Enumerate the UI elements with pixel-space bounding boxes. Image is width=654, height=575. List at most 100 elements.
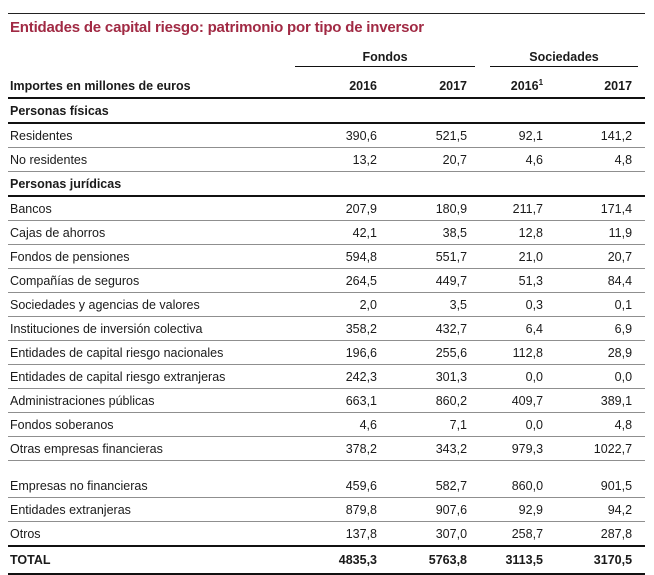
row-value: 1022,7 — [556, 436, 646, 461]
row-value: 307,0 — [390, 521, 481, 547]
table-row: Sociedades y agencias de valores 2,0 3,5 0,… — [8, 292, 646, 317]
row-value: 13,2 — [295, 147, 390, 172]
row-value: 409,7 — [480, 388, 557, 413]
table-row: Otras empresas financieras 378,2 343,2 979,… — [8, 436, 646, 461]
row-value: 242,3 — [295, 364, 390, 389]
row-value: 42,1 — [295, 220, 390, 245]
row-value: 141,2 — [556, 123, 646, 148]
row-value: 180,9 — [390, 196, 481, 221]
row-value: 3,5 — [390, 292, 481, 317]
report-page: Entidades de capital riesgo: patrimonio … — [0, 13, 654, 575]
row-value: 51,3 — [480, 268, 557, 293]
row-value: 390,6 — [295, 123, 390, 148]
row-label: Entidades de capital riesgo nacionales — [8, 340, 295, 365]
row-value: 264,5 — [295, 268, 390, 293]
row-value: 663,1 — [295, 388, 390, 413]
row-label: Compañías de seguros — [8, 268, 295, 293]
row-label: TOTAL — [8, 545, 295, 575]
row-value: 0,1 — [556, 292, 646, 317]
section-row: Personas jurídicas — [8, 171, 646, 197]
table-row: Entidades extranjeras 879,8 907,6 92,9 94,2 — [8, 497, 646, 522]
row-value: 12,8 — [480, 220, 557, 245]
row-value: 6,9 — [556, 316, 646, 341]
row-value: 0,0 — [556, 364, 646, 389]
table-row: Entidades de capital riesgo nacionales 19… — [8, 340, 646, 365]
table-row: Empresas no financieras 459,6 582,7 860,0 90… — [8, 474, 646, 498]
row-value — [390, 171, 481, 197]
row-value: 4,8 — [556, 147, 646, 172]
table-row: Otros 137,8 307,0 258,7 287,8 — [8, 521, 646, 547]
row-value: 0,3 — [480, 292, 557, 317]
table-body: Personas físicas Residentes 390,6 521,5 92,1… — [8, 98, 646, 575]
table-row: Instituciones de inversión colectiva 358,… — [8, 316, 646, 341]
group-fondos: Fondos — [295, 46, 480, 69]
row-value: 343,2 — [390, 436, 481, 461]
group-sociedades: Sociedades — [480, 46, 645, 69]
row-value: 4,8 — [556, 412, 646, 437]
row-label: Bancos — [8, 196, 295, 221]
row-label: Instituciones de inversión colectiva — [8, 316, 295, 341]
table-row: Fondos soberanos 4,6 7,1 0,0 4,8 — [8, 412, 646, 437]
row-value — [556, 171, 646, 197]
row-gap — [8, 461, 645, 475]
row-label: Entidades extranjeras — [8, 497, 295, 522]
year-header-sociedades-2017: 2017 — [556, 69, 646, 99]
row-label: Personas físicas — [8, 98, 295, 124]
year-footnote-mark: 1 — [538, 77, 544, 87]
row-value: 38,5 — [390, 220, 481, 245]
row-value: 21,0 — [480, 244, 557, 269]
table-row: Bancos 207,9 180,9 211,7 171,4 — [8, 196, 646, 221]
row-value: 207,9 — [295, 196, 390, 221]
row-value: 979,3 — [480, 436, 557, 461]
row-value: 28,9 — [556, 340, 646, 365]
row-value: 358,2 — [295, 316, 390, 341]
row-value: 84,4 — [556, 268, 646, 293]
gap-row — [8, 461, 645, 475]
row-label: Personas jurídicas — [8, 171, 295, 197]
table-row: Fondos de pensiones 594,8 551,7 21,0 20,7 — [8, 244, 646, 269]
row-value: 521,5 — [390, 123, 481, 148]
row-label: Fondos de pensiones — [8, 244, 295, 269]
row-label: Administraciones públicas — [8, 388, 295, 413]
row-value: 4835,3 — [295, 545, 390, 575]
row-label: Otras empresas financieras — [8, 436, 295, 461]
row-value — [480, 171, 557, 197]
year-header-fondos-2016: 2016 — [295, 69, 390, 99]
row-value: 594,8 — [295, 244, 390, 269]
table-row: Entidades de capital riesgo extranjeras 2… — [8, 364, 646, 389]
row-value: 551,7 — [390, 244, 481, 269]
row-label: Cajas de ahorros — [8, 220, 295, 245]
page-title: Entidades de capital riesgo: patrimonio … — [10, 19, 424, 36]
year-text: 2016 — [510, 79, 539, 93]
row-value: 860,2 — [390, 388, 481, 413]
row-value: 20,7 — [390, 147, 481, 172]
row-value: 879,8 — [295, 497, 390, 522]
year-header-fondos-2017: 2017 — [390, 69, 481, 99]
row-label: Entidades de capital riesgo extranjeras — [8, 364, 295, 389]
row-value: 4,6 — [295, 412, 390, 437]
row-label: Residentes — [8, 123, 295, 148]
row-value: 137,8 — [295, 521, 390, 547]
row-value: 0,0 — [480, 364, 557, 389]
row-value: 301,3 — [390, 364, 481, 389]
row-value: 92,9 — [480, 497, 557, 522]
group-fondos-label: Fondos — [295, 50, 476, 67]
top-divider — [8, 13, 645, 14]
total-row: TOTAL 4835,3 5763,8 3113,5 3170,5 — [8, 545, 646, 575]
table-row: Cajas de ahorros 42,1 38,5 12,8 11,9 — [8, 220, 646, 245]
unit-label: Importes en millones de euros — [8, 69, 295, 99]
table-row: Compañías de seguros 264,5 449,7 51,3 84,4 — [8, 268, 646, 293]
row-value: 258,7 — [480, 521, 557, 547]
column-group-row: Fondos Sociedades — [8, 46, 645, 69]
row-label: Empresas no financieras — [8, 474, 295, 498]
row-value: 6,4 — [480, 316, 557, 341]
section-row: Personas físicas — [8, 98, 646, 124]
row-value: 4,6 — [480, 147, 557, 172]
year-text: 2017 — [439, 79, 468, 93]
row-value: 378,2 — [295, 436, 390, 461]
row-value: 94,2 — [556, 497, 646, 522]
row-value: 11,9 — [556, 220, 646, 245]
row-value: 20,7 — [556, 244, 646, 269]
year-text: 2016 — [349, 79, 377, 93]
row-value: 7,1 — [390, 412, 481, 437]
